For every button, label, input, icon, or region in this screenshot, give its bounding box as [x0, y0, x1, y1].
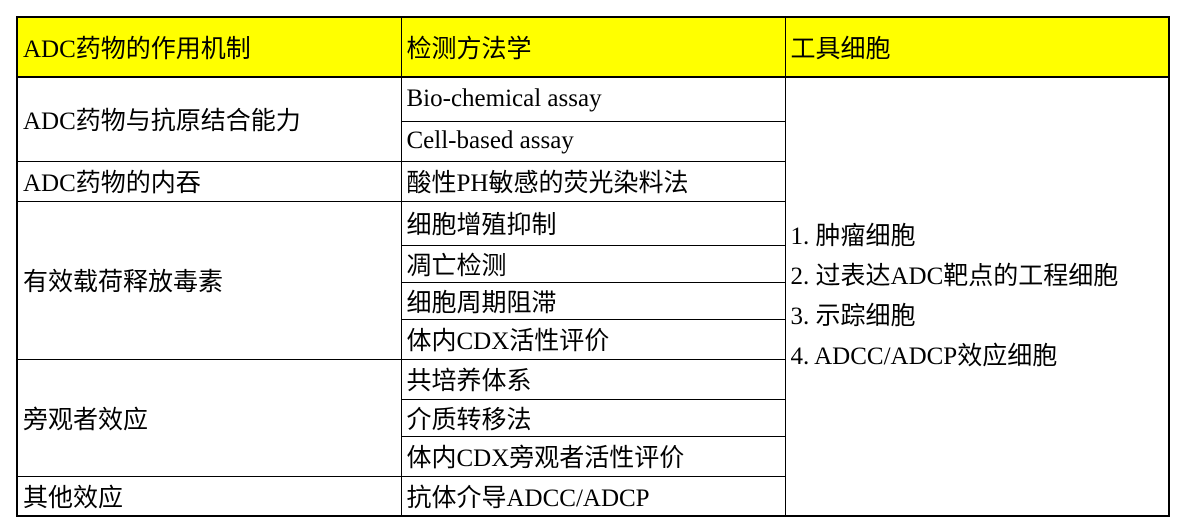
table-row: 介质转移法: [17, 398, 1169, 437]
method-cell: 体内CDX活性评价: [400, 318, 786, 360]
method-cell: Cell-based assay: [400, 120, 786, 162]
mechanism-cell: 其他效应: [16, 475, 402, 517]
table-row: 旁观者效应 共培养体系: [16, 358, 1169, 477]
mechanism-cell: 有效载荷释放毒素: [16, 200, 402, 360]
method-cell: 介质转移法: [400, 398, 786, 437]
mechanism-cell: 旁观者效应: [16, 358, 402, 477]
tool-cells-cell: 1. 肿瘤细胞 2. 过表达ADC靶点的工程细胞 3. 示踪细胞 4. ADCC…: [784, 76, 1170, 517]
method-cell: Bio-chemical assay: [400, 76, 786, 122]
tool-cell-item: 3. 示踪细胞: [790, 302, 916, 330]
table-row: Cell-based assay: [17, 120, 1169, 162]
method-cell: 共培养体系: [400, 358, 786, 400]
mechanism-cell: ADC药物的内吞: [16, 160, 402, 202]
tool-cell-item: 2. 过表达ADC靶点的工程细胞: [790, 262, 1119, 290]
table-row: ADC药物与抗原结合能力 Bio-chemical assay 1. 肿瘤细胞 …: [16, 76, 1170, 517]
table-row: 体内CDX活性评价: [17, 318, 1169, 360]
table-row: 其他效应 抗体介导ADCC/ADCP: [16, 475, 1169, 517]
header-row: ADC药物的作用机制 检测方法学 工具细胞: [16, 16, 1170, 78]
header-tool-cells: 工具细胞: [784, 16, 1170, 78]
table-row: 凋亡检测: [17, 244, 1169, 283]
tool-cell-item: 4. ADCC/ADCP效应细胞: [790, 342, 1058, 370]
method-cell: 凋亡检测: [400, 244, 786, 283]
header-method: 检测方法学: [400, 16, 786, 78]
method-cell: 抗体介导ADCC/ADCP: [400, 475, 786, 517]
adc-mechanism-table: ADC药物的作用机制 检测方法学 工具细胞 ADC药物与抗原结合能力 Bio-c…: [16, 16, 1170, 517]
method-cell: 细胞增殖抑制: [400, 200, 786, 246]
header-mechanism: ADC药物的作用机制: [16, 16, 402, 78]
method-cell: 酸性PH敏感的荧光染料法: [400, 160, 786, 202]
mechanism-cell: ADC药物与抗原结合能力: [16, 76, 402, 162]
table-row: 体内CDX旁观者活性评价: [17, 435, 1169, 477]
table-row: ADC药物的内吞 酸性PH敏感的荧光染料法: [16, 160, 1169, 202]
method-cell: 细胞周期阻滞: [400, 281, 786, 320]
tool-cell-item: 1. 肿瘤细胞: [790, 222, 916, 250]
method-cell: 体内CDX旁观者活性评价: [400, 435, 786, 477]
